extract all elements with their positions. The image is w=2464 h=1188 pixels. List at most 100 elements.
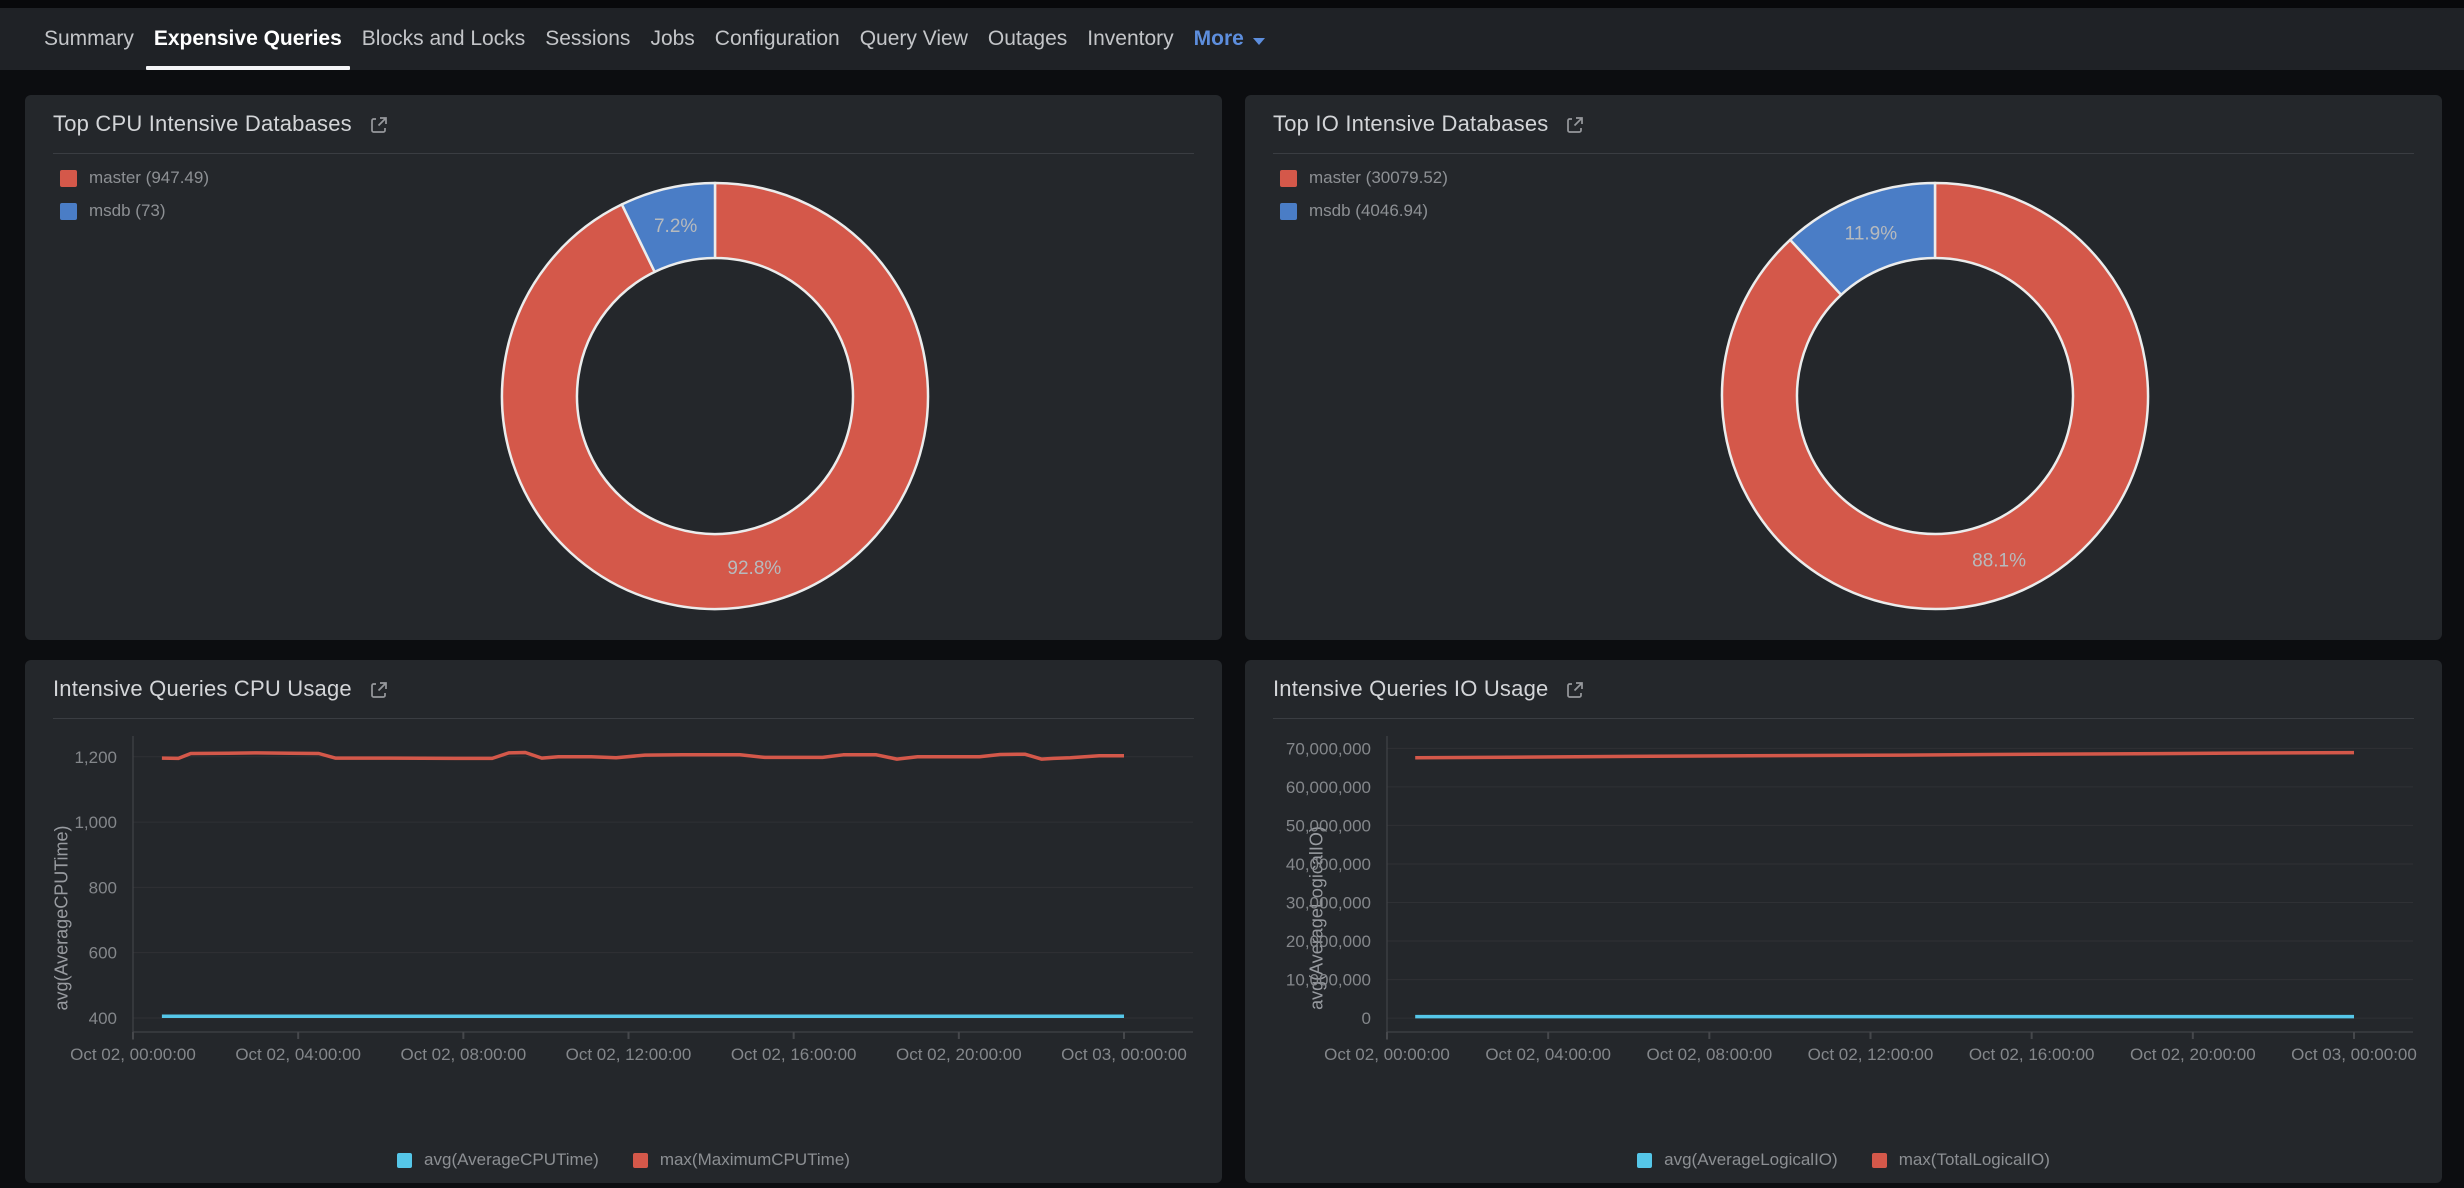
more-menu-button[interactable]: More: [1184, 8, 1275, 70]
open-in-new-window-icon[interactable]: [368, 679, 390, 701]
more-menu-label: More: [1193, 27, 1244, 50]
dashboard-content: Top CPU Intensive Databases master (947.…: [0, 70, 2464, 1188]
panel-header: Intensive Queries IO Usage: [1245, 660, 2442, 718]
y-tick-label: 70,000,000: [1286, 739, 1371, 758]
donut-slice-percentage: 7.2%: [654, 216, 697, 237]
donut-slice-msdb: [620, 181, 717, 274]
io-donut-chart: 88.1% 11.9%: [1720, 181, 2150, 611]
legend-label: max(TotalLogicalIO): [1898, 1150, 2050, 1169]
legend-item-msdb: msdb (4046.94): [1280, 201, 1448, 221]
panel-title: Intensive Queries CPU Usage: [53, 676, 352, 701]
legend-item-max: max(MaximumCPUTime): [632, 1150, 850, 1170]
chart-legend: avg(AverageLogicalIO) max(TotalLogicalIO…: [1245, 1150, 2442, 1170]
donut-slice-percentage: 88.1%: [1972, 550, 2026, 571]
legend-swatch-red: [1280, 169, 1297, 187]
x-tick-label: Oct 02, 00:00:00: [1324, 1045, 1450, 1064]
x-tick-label: Oct 02, 08:00:00: [1646, 1045, 1772, 1064]
x-tick-label: Oct 02, 16:00:00: [1969, 1045, 2095, 1064]
donut-slice-master: [500, 181, 930, 611]
legend-item-max: max(TotalLogicalIO): [1871, 1150, 2050, 1170]
legend-item-master: master (947.49): [60, 168, 209, 188]
panel-body: master (30079.52) msdb (4046.94) 88.1% 11…: [1245, 154, 2442, 640]
legend-label: avg(AverageCPUTime): [424, 1150, 599, 1169]
y-tick-label: 400: [89, 1009, 117, 1028]
legend-swatch-blue: [60, 202, 77, 220]
donut-slice-percentage: 11.9%: [1845, 224, 1898, 245]
divider: [1273, 153, 2414, 154]
panel-body: avg(AverageLogicalIO) 70,000,000 60,000,0…: [1245, 719, 2442, 1183]
y-tick-label: 1,000: [74, 813, 117, 832]
legend-swatch-red: [1871, 1152, 1887, 1168]
y-tick-label: 1,200: [74, 748, 117, 767]
y-tick-label: 20,000,000: [1286, 932, 1371, 951]
legend-label: max(MaximumCPUTime): [659, 1150, 850, 1169]
series-line-max(MaximumCPUTime): [161, 750, 1124, 761]
legend-label: avg(AverageLogicalIO): [1664, 1150, 1838, 1169]
panel-title: Intensive Queries IO Usage: [1273, 676, 1549, 701]
panel-title: Top CPU Intensive Databases: [53, 111, 352, 136]
open-in-new-window-icon[interactable]: [1564, 679, 1586, 701]
y-tick-label: 50,000,000: [1286, 816, 1371, 835]
x-tick-label: Oct 02, 16:00:00: [731, 1045, 857, 1064]
legend-swatch-red: [60, 169, 77, 187]
donut-slice-percentage: 92.8%: [727, 558, 781, 579]
panel-top-io-intensive-databases: Top IO Intensive Databases master (30079…: [1245, 95, 2442, 640]
legend-swatch-cyan: [1637, 1152, 1653, 1168]
legend-item-avg: avg(AverageCPUTime): [397, 1150, 599, 1170]
tab-sessions[interactable]: Sessions: [545, 27, 631, 50]
divider: [53, 153, 1194, 154]
panel-body: master (947.49) msdb (73) 92.8% 7.2%: [25, 154, 1222, 640]
x-tick-label: Oct 02, 00:00:00: [70, 1045, 196, 1064]
cpu-usage-line-chart: 1,200 1,000 800 600 400 Oct 02, 00:00:00 Oct 0…: [70, 736, 1193, 1064]
chart-legend: avg(AverageCPUTime) max(MaximumCPUTime): [25, 1150, 1222, 1170]
y-tick-label: 10,000,000: [1286, 971, 1371, 990]
legend-swatch-cyan: [397, 1152, 413, 1168]
cpu-donut-chart: 92.8% 7.2%: [500, 181, 930, 611]
panel-intensive-queries-cpu-usage: Intensive Queries CPU Usage avg(AverageC…: [25, 660, 1222, 1183]
donut-slice-msdb: [1788, 181, 1937, 297]
x-tick-label: Oct 03, 00:00:00: [2291, 1045, 2417, 1064]
panel-body: avg(AverageCPUTime) 1,200 1,000 800 600 400 O…: [25, 719, 1222, 1183]
legend-label: master (30079.52): [1309, 168, 1448, 187]
x-tick-label: Oct 02, 04:00:00: [235, 1045, 361, 1064]
panel-intensive-queries-io-usage: Intensive Queries IO Usage avg(AverageLo…: [1245, 660, 2442, 1183]
open-in-new-window-icon[interactable]: [1564, 114, 1586, 136]
legend-item-avg: avg(AverageLogicalIO): [1637, 1150, 1838, 1170]
y-tick-label: 60,000,000: [1286, 778, 1371, 797]
panel-header: Top IO Intensive Databases: [1245, 95, 2442, 153]
panel-header: Top CPU Intensive Databases: [25, 95, 1222, 153]
y-tick-label: 800: [89, 878, 117, 897]
tab-jobs[interactable]: Jobs: [650, 27, 695, 50]
legend-swatch-blue: [1280, 202, 1297, 220]
tab-inventory[interactable]: Inventory: [1087, 27, 1174, 50]
tab-expensive-queries[interactable]: Expensive Queries: [144, 8, 352, 70]
x-tick-label: Oct 02, 12:00:00: [1808, 1045, 1934, 1064]
open-in-new-window-icon[interactable]: [368, 114, 390, 136]
x-tick-label: Oct 03, 00:00:00: [1061, 1045, 1187, 1064]
panel-title: Top IO Intensive Databases: [1273, 111, 1549, 136]
y-tick-label: 0: [1362, 1009, 1371, 1028]
legend-label: master (947.49): [89, 168, 209, 187]
tab-summary[interactable]: Summary: [44, 27, 134, 50]
x-tick-label: Oct 02, 04:00:00: [1485, 1045, 1611, 1064]
tab-configuration[interactable]: Configuration: [714, 27, 840, 50]
y-tick-label: 30,000,000: [1286, 893, 1371, 912]
legend-label: msdb (73): [89, 201, 166, 220]
divider: [1273, 718, 2414, 719]
tab-bar: Summary Expensive Queries Blocks and Loc…: [0, 8, 2464, 70]
x-tick-label: Oct 02, 12:00:00: [566, 1045, 692, 1064]
panel-header: Intensive Queries CPU Usage: [25, 660, 1222, 718]
divider: [53, 718, 1194, 719]
donut-legend: master (947.49) msdb (73): [60, 168, 209, 221]
legend-item-master: master (30079.52): [1280, 168, 1448, 188]
panel-top-cpu-intensive-databases: Top CPU Intensive Databases master (947.…: [25, 95, 1222, 640]
y-tick-label: 40,000,000: [1286, 855, 1371, 874]
x-tick-label: Oct 02, 20:00:00: [2130, 1045, 2256, 1064]
chevron-down-icon: [1252, 37, 1265, 45]
tab-blocks-and-locks[interactable]: Blocks and Locks: [361, 27, 526, 50]
x-tick-label: Oct 02, 20:00:00: [896, 1045, 1022, 1064]
x-tick-label: Oct 02, 08:00:00: [400, 1045, 526, 1064]
y-tick-label: 600: [89, 944, 117, 963]
tab-query-view[interactable]: Query View: [859, 27, 968, 50]
tab-outages[interactable]: Outages: [987, 27, 1068, 50]
